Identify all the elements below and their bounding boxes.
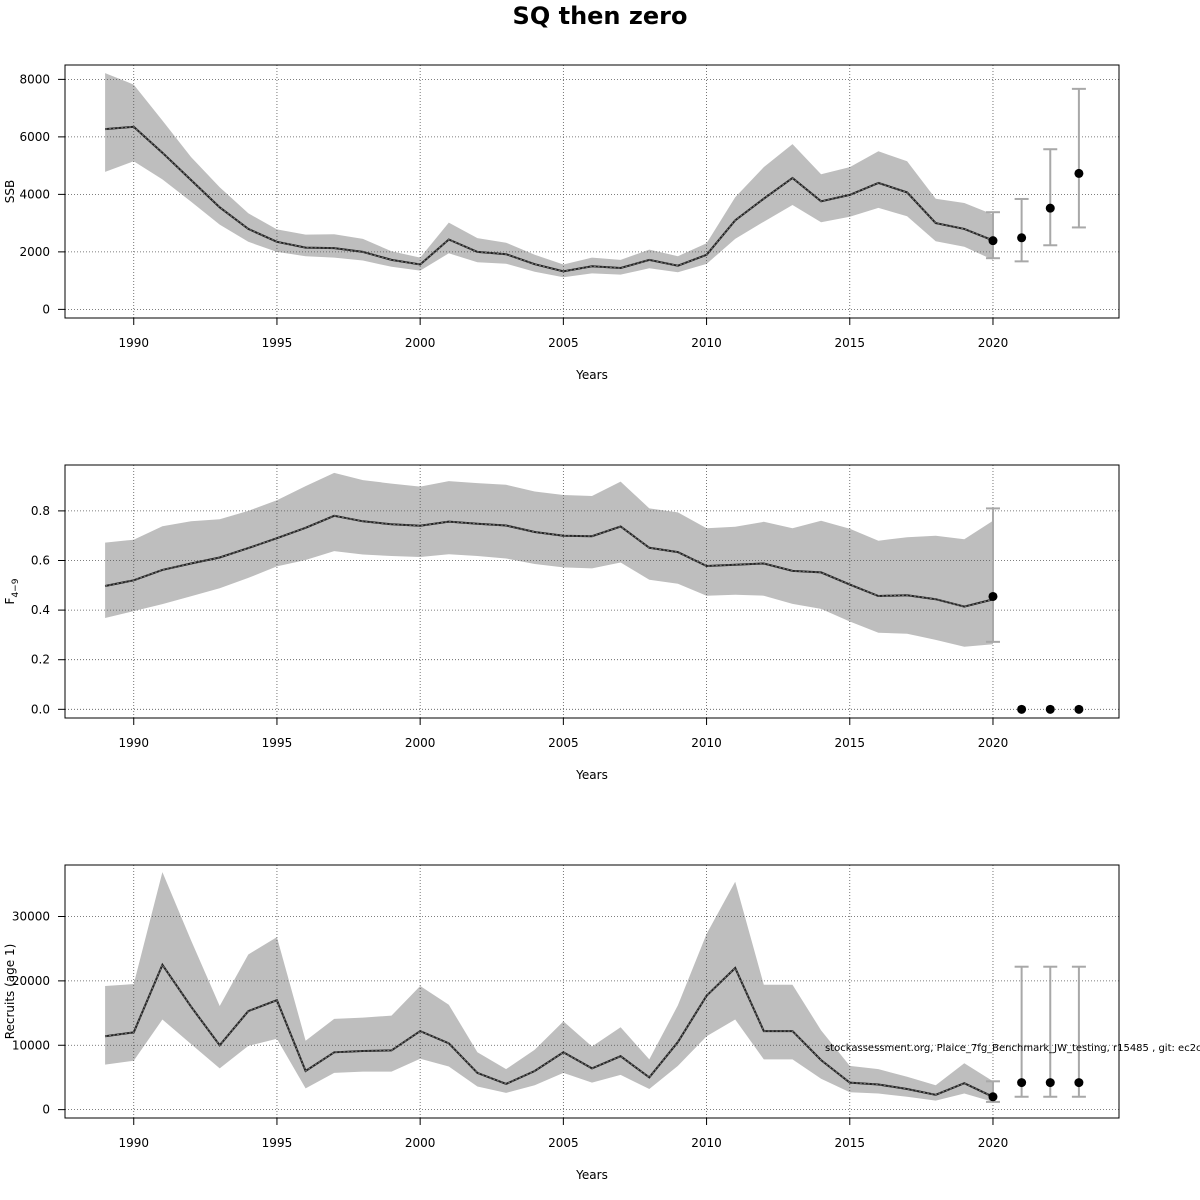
f-projection-point [1045, 704, 1055, 714]
ssb-x-tick-label: 2010 [691, 336, 722, 350]
f-x-tick-label: 2020 [978, 736, 1009, 750]
ssb-x-tick-label: 2020 [978, 336, 1009, 350]
recruits-x-tick-label: 2015 [834, 1136, 865, 1150]
recruits-x-tick-label: 2005 [548, 1136, 579, 1150]
ssb-x-tick-label: 1990 [118, 336, 149, 350]
ssb-estimate-line-dotted [105, 126, 994, 272]
recruits-confidence-band [105, 872, 994, 1102]
f-x-tick-label: 2010 [691, 736, 722, 750]
footnote: stockassessment.org, Plaice_7fg_Benchmar… [825, 1043, 1200, 1054]
panel-recruits: 1990 1995 2000 2005 2010 2015 2020 0 10000 20000 3… [3, 864, 1120, 1182]
f-confidence-band [105, 472, 994, 647]
recruits-projection-point [1017, 1078, 1027, 1088]
chart-title: SQ then zero [513, 2, 688, 30]
f-y-tick-label: 0.4 [31, 603, 50, 617]
recruits-y-axis-title: Recruits (age 1) [3, 944, 17, 1040]
ssb-x-axis-title: Years [575, 368, 608, 382]
recruits-y-tick-label: 0 [42, 1103, 50, 1117]
ssb-x-tick-label: 1995 [262, 336, 293, 350]
recruits-x-tick-label: 1995 [262, 1136, 293, 1150]
f-projection-point [1074, 704, 1084, 714]
ssb-y-tick-label: 4000 [19, 187, 50, 201]
recruits-x-tick-label: 1990 [118, 1136, 149, 1150]
f-x-tick-label: 2005 [548, 736, 579, 750]
f-estimate-line-dotted [105, 515, 994, 608]
recruits-projection-point [1074, 1078, 1084, 1088]
f-y-tick-label: 0.2 [31, 653, 50, 667]
f-x-tick-label: 1995 [262, 736, 293, 750]
ssb-projection-point [1017, 233, 1027, 243]
ssb-y-tick-label: 8000 [19, 72, 50, 86]
f-x-tick-label: 2000 [405, 736, 436, 750]
ssb-x-tick-label: 2005 [548, 336, 579, 350]
ssb-projection-point [1045, 203, 1055, 213]
f-y-tick-label: 0.6 [31, 553, 50, 567]
ssb-confidence-band [105, 73, 994, 278]
recruits-x-axis-title: Years [575, 1168, 608, 1182]
panel-ssb: 1990 1995 2000 2005 2010 2015 2020 0 2000 4000 600… [3, 64, 1120, 382]
recruits-y-tick-label: 20000 [12, 974, 50, 988]
ssb-plot-frame [64, 64, 1120, 319]
f-projection-point [1017, 704, 1027, 714]
recruits-plot-frame [64, 864, 1120, 1119]
f-x-tick-label: 1990 [118, 736, 149, 750]
f-x-axis-title: Years [575, 768, 608, 782]
ssb-projection-point [988, 236, 998, 246]
recruits-projection-point [1045, 1078, 1055, 1088]
ssb-y-tick-label: 2000 [19, 245, 50, 259]
f-y-tick-label: 0.0 [31, 702, 50, 716]
ssb-y-axis-title: SSB [3, 180, 17, 203]
recruits-x-tick-label: 2020 [978, 1136, 1009, 1150]
f-projection-point [988, 591, 998, 601]
f-plot-frame [64, 464, 1120, 719]
ssb-y-tick-label: 0 [42, 302, 50, 316]
recruits-x-tick-label: 2010 [691, 1136, 722, 1150]
ssb-projection-point [1074, 168, 1084, 178]
f-y-tick-label: 0.8 [31, 504, 50, 518]
f-y-axis-title-subscript: 4−9 [11, 578, 21, 597]
recruits-y-tick-label: 30000 [12, 910, 50, 924]
ssb-x-tick-label: 2000 [405, 336, 436, 350]
ssb-y-tick-label: 6000 [19, 130, 50, 144]
f-x-tick-label: 2015 [834, 736, 865, 750]
panel-fishing-mortality: 1990 1995 2000 2005 2010 2015 2020 0.0 0.2 0.4 0.6… [3, 464, 1120, 782]
recruits-y-tick-label: 10000 [12, 1038, 50, 1052]
recruits-projection-point [988, 1092, 998, 1102]
recruits-estimate-line [104, 962, 994, 1098]
recruits-x-tick-label: 2000 [405, 1136, 436, 1150]
ssb-x-tick-label: 2015 [834, 336, 865, 350]
